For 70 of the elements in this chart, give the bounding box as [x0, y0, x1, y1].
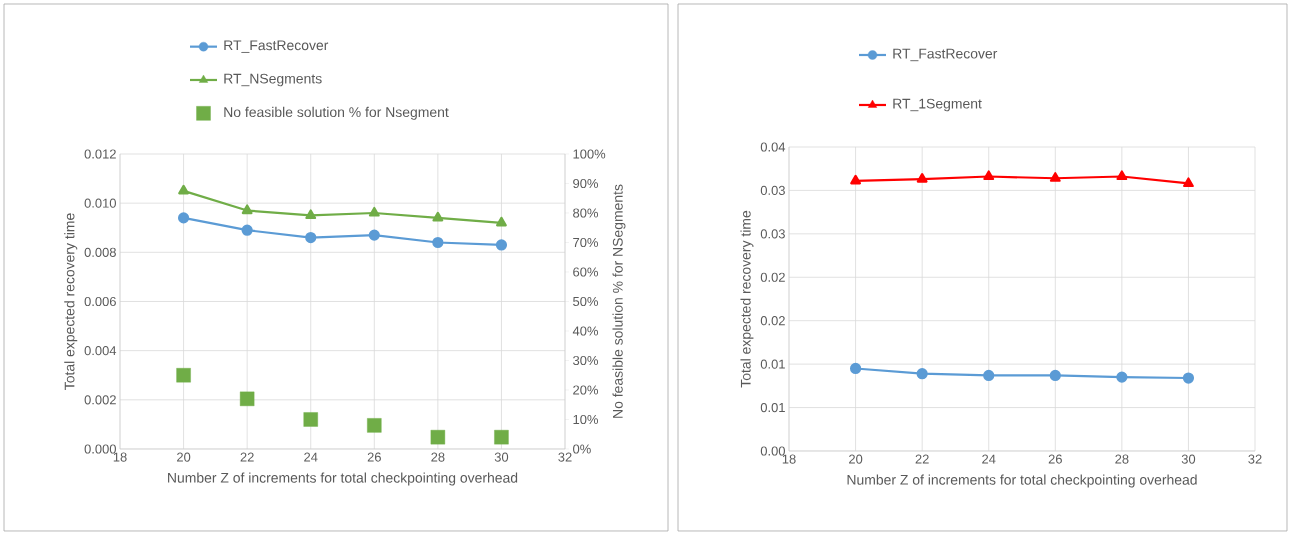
x-tick-label: 32 [558, 452, 572, 462]
y-tick-label: 0.03 [760, 185, 785, 195]
point [367, 418, 382, 433]
x-axis-title: Number Z of increments for total checkpointing overhead [168, 472, 518, 486]
legend-label: RT_FastRecover [224, 40, 329, 53]
x-tick-label: 20 [849, 454, 863, 464]
y2-tick-label: 60% [573, 267, 598, 277]
point [1049, 369, 1061, 382]
point [850, 174, 862, 185]
y2-tick-label: 70% [573, 237, 598, 248]
x-tick-label: 24 [982, 454, 996, 464]
point [916, 173, 928, 183]
y-tick-label: 0.03 [760, 229, 785, 239]
y-tick-label: 0.02 [760, 272, 785, 282]
x-tick-label: 28 [1115, 454, 1129, 464]
x-tick-label: 26 [367, 452, 381, 462]
point [1182, 372, 1195, 384]
y2-tick-label: 90% [573, 178, 598, 189]
point [983, 369, 995, 382]
point [303, 412, 318, 427]
legend-label: RT_FastRecover [893, 48, 998, 62]
x-tick-label: 28 [431, 452, 445, 462]
y2-tick-label: 0% [573, 444, 591, 454]
y2-axis-title: No feasible solution % for NSegments [612, 184, 626, 418]
point [430, 429, 446, 445]
x-tick-label: 22 [915, 454, 929, 464]
point [916, 368, 928, 380]
point [1116, 371, 1128, 383]
y2-tick-label: 50% [573, 296, 598, 307]
y-tick-label: 0.002 [84, 395, 116, 405]
y-tick-label: 0.01 [760, 402, 785, 413]
x-tick-label: 26 [1048, 454, 1062, 464]
x-axis-title: Number Z of increments for total checkpointing overhead [847, 474, 1197, 488]
y2-tick-label: 100% [573, 149, 606, 159]
point [494, 429, 509, 445]
y-tick-label: 0.004 [84, 346, 117, 356]
point [1183, 177, 1194, 188]
y-tick-label: 0.000 [84, 444, 116, 454]
x-tick-label: 18 [782, 454, 796, 464]
point [176, 368, 191, 383]
y-axis-title: Total expected recovery time [64, 213, 78, 390]
y2-tick-label: 40% [572, 326, 598, 336]
x-tick-label: 20 [177, 452, 191, 462]
x-tick-label: 32 [1248, 454, 1262, 464]
y-tick-label: 0.010 [84, 198, 116, 208]
point [1049, 172, 1061, 182]
point [1116, 170, 1128, 181]
point [239, 391, 255, 407]
y-tick-label: 0.008 [84, 247, 116, 257]
x-tick-label: 30 [1181, 454, 1196, 464]
y-axis-title: Total expected recovery time [740, 210, 754, 388]
legend-label: No feasible solution % for Nsegment [224, 106, 449, 120]
y2-tick-label: 80% [573, 208, 598, 218]
y2-tick-label: 20% [573, 385, 598, 395]
x-tick-label: 18 [113, 452, 127, 462]
x-tick-label: 30 [494, 452, 509, 462]
x-tick-label: 22 [240, 452, 254, 462]
y-tick-label: 0.02 [760, 316, 785, 326]
y-tick-label: 0.012 [84, 149, 116, 159]
y2-tick-label: 10% [573, 414, 598, 425]
legend-label: RT_NSegments [224, 73, 322, 87]
point [849, 362, 862, 375]
y2-tick-label: 30% [573, 355, 598, 366]
x-tick-label: 24 [304, 452, 318, 462]
y-tick-label: 0.01 [760, 359, 785, 369]
legend-label: RT_1Segment [893, 98, 982, 112]
y-tick-label: 0.00 [760, 446, 785, 456]
point [983, 170, 995, 181]
y-tick-label: 0.006 [84, 296, 116, 307]
y-tick-label: 0.04 [760, 142, 786, 152]
